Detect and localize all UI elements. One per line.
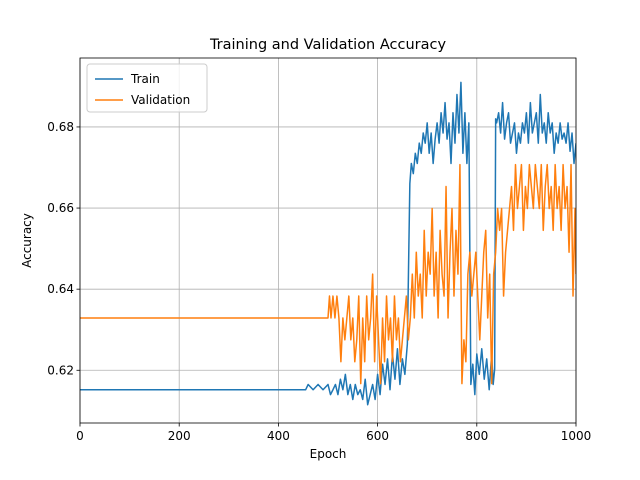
series-line-train <box>80 81 576 406</box>
y-tick-label: 0.68 <box>47 120 74 134</box>
x-tick-label: 400 <box>267 429 290 443</box>
x-tick-label: 200 <box>168 429 191 443</box>
x-tick-label: 1000 <box>561 429 592 443</box>
x-tick-label: 600 <box>366 429 389 443</box>
chart-title: Training and Validation Accuracy <box>209 37 447 53</box>
x-tick-label: 800 <box>465 429 488 443</box>
y-tick-label: 0.64 <box>47 282 74 296</box>
series-line-validation <box>80 163 576 385</box>
plot-frame <box>79 57 577 424</box>
y-tick-label: 0.66 <box>47 201 74 215</box>
series-layer <box>80 81 576 406</box>
y-axis-ticks: 0.62 0.64 0.66 0.68 <box>47 120 80 377</box>
y-axis-label: Accuracy <box>20 213 34 268</box>
x-tick-label: 0 <box>76 429 84 443</box>
legend: Train Validation <box>86 63 208 113</box>
legend-label-train: Train <box>130 72 160 86</box>
y-tick-label: 0.62 <box>47 363 74 377</box>
x-axis-label: Epoch <box>310 447 347 461</box>
legend-label-validation: Validation <box>131 93 190 107</box>
x-axis-ticks: 0 200 400 600 800 1000 <box>76 423 591 443</box>
plot-area <box>80 58 576 423</box>
